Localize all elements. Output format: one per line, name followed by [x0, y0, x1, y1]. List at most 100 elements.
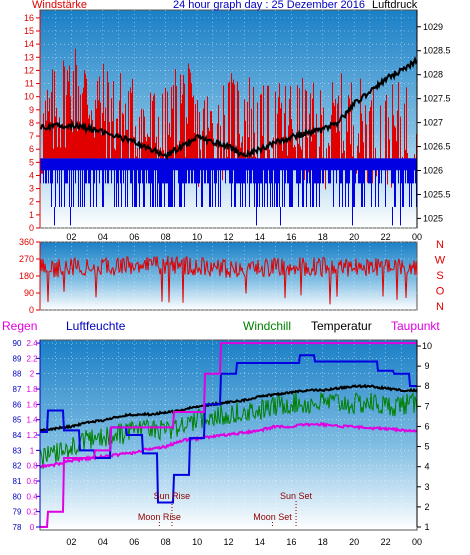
x-tick-label: 08	[161, 537, 171, 547]
temperature-tick-label: 7	[424, 401, 429, 411]
x-tick-label: 14	[255, 232, 265, 242]
x-tick-label: 12	[223, 232, 233, 242]
humidity-label: Luftfeuchte	[66, 319, 126, 333]
humidity-tick-label: 89	[13, 354, 22, 363]
rain-tick-label: 0	[30, 523, 35, 532]
humidity-tick-label: 87	[13, 385, 22, 394]
humidity-tick-label: 82	[13, 462, 22, 471]
humidity-tick-label: 81	[13, 477, 22, 486]
wind-direction-line	[39, 255, 418, 305]
pressure-tick-label: 1028.5	[423, 46, 451, 56]
compass-letter: N	[436, 301, 444, 313]
temperature-tick-label: 10	[422, 341, 432, 351]
wind-tick-label: 2	[29, 197, 34, 207]
humidity-tick-label: 88	[13, 370, 22, 379]
compass-letter: W	[435, 255, 446, 267]
direction-tick-label: 270	[19, 254, 34, 264]
x-tick-label: 14	[255, 537, 265, 547]
x-tick-label: 20	[349, 232, 359, 242]
dewpoint-label: Taupunkt	[391, 319, 440, 333]
x-tick-label: 02	[66, 537, 76, 547]
x-tick-label: 10	[192, 232, 202, 242]
wind-tick-label: 10	[24, 92, 34, 102]
temperature-tick-label: 3	[424, 482, 429, 492]
direction-tick-label: 90	[24, 288, 34, 298]
event-label: Moon Set	[253, 512, 292, 522]
direction-tick-label: 0	[29, 305, 34, 315]
temperature-label: Temperatur	[311, 319, 372, 333]
pressure-line	[39, 55, 418, 161]
x-tick-label: 02	[66, 232, 76, 242]
rain-tick-label: 1	[30, 446, 35, 455]
event-label: Sun Rise	[154, 491, 191, 501]
wind-tick-label: 9	[29, 105, 34, 115]
wind-tick-label: 14	[24, 39, 34, 49]
wind-tick-label: 16	[24, 13, 34, 23]
humidity-tick-label: 86	[13, 400, 22, 409]
pressure-tick-label: 1026.5	[423, 142, 451, 152]
humidity-tick-label: 80	[13, 492, 22, 501]
windchill-label: Windchill	[243, 319, 292, 333]
wind-tick-label: 3	[29, 184, 34, 194]
wind-tick-label: 5	[29, 157, 34, 167]
x-tick-label: 00	[412, 537, 422, 547]
x-tick-label: 20	[349, 537, 359, 547]
temperature-line	[39, 383, 418, 433]
rain-tick-label: 2.2	[26, 354, 38, 363]
direction-tick-label: 180	[19, 271, 34, 281]
rain-tick-label: 2.4	[26, 339, 38, 348]
humidity-tick-label: 84	[13, 431, 22, 440]
direction-tick-label: 360	[19, 237, 34, 247]
wind-tick-label: 11	[25, 79, 34, 89]
x-tick-label: 00	[412, 232, 422, 242]
pressure-tick-label: 1028	[423, 70, 443, 80]
rain-tick-label: 2	[30, 370, 35, 379]
humidity-tick-label: 83	[13, 446, 22, 455]
wind-tick-label: 7	[29, 131, 34, 141]
wind-tick-label: 13	[24, 52, 34, 62]
x-tick-label: 06	[129, 232, 139, 242]
temperature-tick-label: 2	[424, 502, 429, 512]
rain-line	[40, 342, 417, 528]
wind-tick-label: 6	[29, 144, 34, 154]
x-tick-label: 16	[286, 232, 296, 242]
humidity-tick-label: 78	[13, 523, 22, 532]
wind-tick-label: 8	[29, 118, 34, 128]
pressure-tick-label: 1029	[423, 22, 443, 32]
temperature-tick-label: 5	[424, 442, 429, 452]
humidity-tick-label: 90	[13, 339, 22, 348]
wind-tick-label: 15	[24, 26, 34, 36]
x-tick-label: 22	[381, 232, 391, 242]
rain-label: Regen	[2, 319, 38, 333]
x-tick-label: 10	[192, 537, 202, 547]
x-tick-label: 18	[318, 537, 328, 547]
x-tick-label: 16	[286, 537, 296, 547]
temperature-tick-label: 1	[424, 522, 429, 532]
pressure-tick-label: 1027.5	[423, 94, 451, 104]
event-label: Moon Rise	[138, 512, 181, 522]
chart-title: 24 hour graph day : 25 Dezember 2016	[173, 0, 366, 11]
pressure-tick-label: 1025.5	[423, 189, 451, 199]
temperature-tick-label: 9	[424, 361, 429, 371]
wind-tick-label: 4	[29, 170, 34, 180]
windchill-line	[39, 391, 418, 469]
x-tick-label: 04	[98, 537, 108, 547]
temperature-tick-label: 4	[424, 462, 429, 472]
rain-tick-label: 0.6	[26, 477, 38, 486]
wind-axis-title: Windstärke	[32, 0, 88, 11]
pressure-tick-label: 1026	[423, 166, 443, 176]
temperature-tick-label: 6	[424, 421, 429, 431]
rain-tick-label: 1.4	[26, 416, 38, 425]
x-tick-label: 22	[381, 537, 391, 547]
x-tick-label: 12	[223, 537, 233, 547]
event-label: Sun Set	[280, 491, 313, 501]
rain-tick-label: 0.8	[26, 462, 38, 471]
wind-tick-label: 0	[29, 223, 34, 233]
rain-tick-label: 1.8	[26, 385, 38, 394]
rain-tick-label: 0.2	[26, 508, 38, 517]
rain-tick-label: 1.6	[26, 400, 38, 409]
wind-tick-label: 1	[29, 210, 34, 220]
pressure-tick-label: 1027	[423, 118, 443, 128]
wind-tick-label: 12	[24, 65, 34, 75]
